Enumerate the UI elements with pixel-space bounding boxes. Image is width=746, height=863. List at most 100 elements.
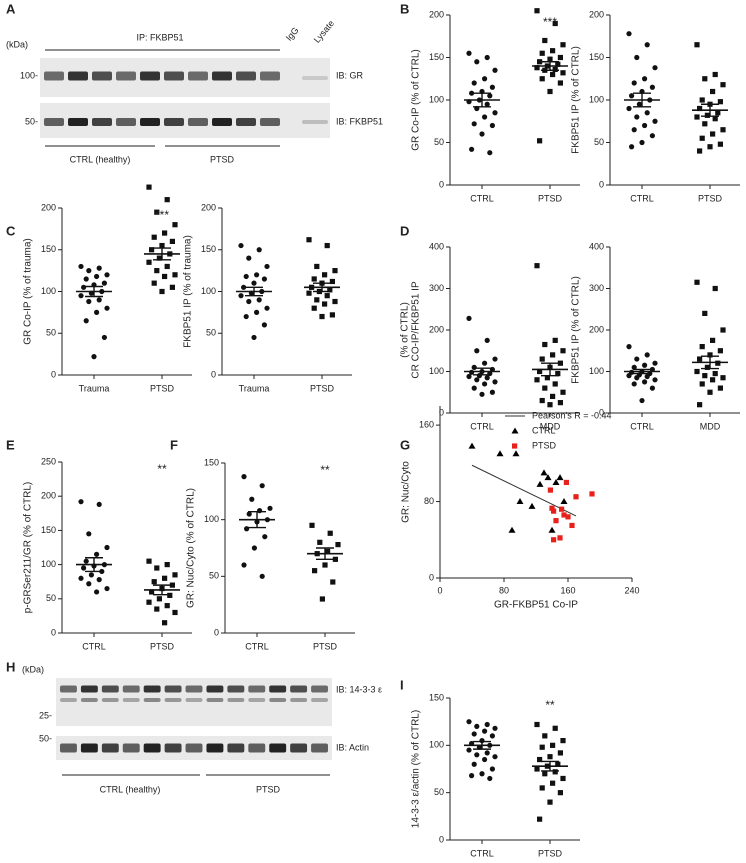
y-axis-label: FKBP51 IP (% of CTRL) [571, 276, 582, 384]
legend-label: Pearson's R = -0.44 [532, 410, 612, 420]
point [471, 121, 477, 127]
point [710, 88, 716, 95]
band [302, 120, 328, 124]
band [164, 118, 184, 126]
point [629, 93, 635, 99]
band [290, 743, 308, 753]
point [311, 276, 317, 282]
y-tick-label: 150 [589, 52, 604, 62]
point [534, 766, 540, 772]
y-tick-label: 100 [41, 286, 56, 296]
point [311, 305, 317, 311]
x-tick-label: 80 [499, 585, 509, 595]
point [649, 84, 656, 90]
legend-marker [511, 427, 519, 434]
point [244, 526, 250, 532]
y-tick-label: 200 [429, 324, 444, 334]
band [92, 71, 112, 81]
y-tick-label: 100 [589, 94, 604, 104]
point [261, 276, 267, 282]
point [246, 255, 252, 261]
band [80, 685, 98, 693]
point [156, 596, 162, 602]
point [699, 381, 705, 387]
point [86, 531, 92, 537]
band [164, 71, 184, 81]
point [717, 141, 723, 147]
ib-label: IB: 14-3-3 ε [336, 684, 382, 694]
point [482, 76, 488, 82]
point [169, 238, 175, 244]
y-tick-label: 200 [589, 9, 604, 19]
point [479, 131, 485, 137]
panel-label: D [400, 223, 409, 238]
point [156, 255, 162, 261]
point [720, 127, 726, 133]
point [335, 542, 341, 548]
point [154, 209, 160, 215]
point [246, 298, 252, 305]
point [317, 539, 323, 545]
band [185, 685, 203, 693]
point [492, 356, 498, 362]
y-tick-label: 400 [429, 241, 444, 251]
x-tick-label: CTRL [245, 641, 269, 651]
panel-label: H [6, 659, 15, 674]
point [324, 293, 330, 299]
point [474, 752, 480, 758]
point [717, 99, 723, 105]
error-bar [313, 282, 331, 293]
point [151, 579, 157, 585]
band [188, 118, 208, 126]
point [631, 364, 637, 370]
point [489, 766, 495, 772]
point [94, 309, 100, 315]
error-bar [541, 362, 559, 377]
point [471, 80, 477, 86]
igg-label: IgG [284, 25, 301, 43]
point [542, 385, 548, 391]
point [547, 799, 553, 805]
panel-label: F [170, 437, 178, 452]
x-tick-label: CTRL [82, 641, 106, 651]
y-tick-label: 160 [419, 419, 434, 429]
point [557, 54, 563, 61]
y-tick-label: 150 [41, 525, 56, 535]
point [482, 360, 488, 366]
point [146, 558, 152, 564]
point [560, 348, 566, 354]
point [542, 341, 548, 348]
point [149, 589, 155, 595]
y-tick-label: 50 [46, 328, 56, 338]
band [164, 685, 182, 693]
point [552, 725, 558, 731]
x-tick-label: 160 [560, 585, 575, 595]
band [143, 698, 161, 702]
x-tick-label: PTSD [150, 383, 175, 393]
point [482, 381, 488, 387]
point [552, 769, 558, 775]
y-tick-label: 100 [589, 366, 604, 376]
point [561, 512, 567, 518]
point [487, 150, 493, 156]
band [122, 685, 140, 693]
x-tick-label: PTSD [150, 641, 175, 651]
point [542, 771, 548, 777]
point [101, 280, 107, 286]
y-tick-label: 0 [51, 369, 56, 379]
point [710, 377, 716, 383]
point [259, 573, 265, 579]
point [644, 42, 650, 48]
point [556, 474, 564, 481]
band [140, 118, 160, 126]
kda-label: (kDa) [22, 664, 44, 674]
point [699, 344, 705, 350]
point [694, 114, 700, 120]
band [290, 698, 308, 702]
point [649, 385, 656, 391]
point [172, 222, 178, 228]
band [260, 71, 280, 81]
y-tick-label: 150 [204, 457, 219, 467]
x-tick-label: 240 [624, 585, 639, 595]
y-tick-label: 100 [429, 366, 444, 376]
